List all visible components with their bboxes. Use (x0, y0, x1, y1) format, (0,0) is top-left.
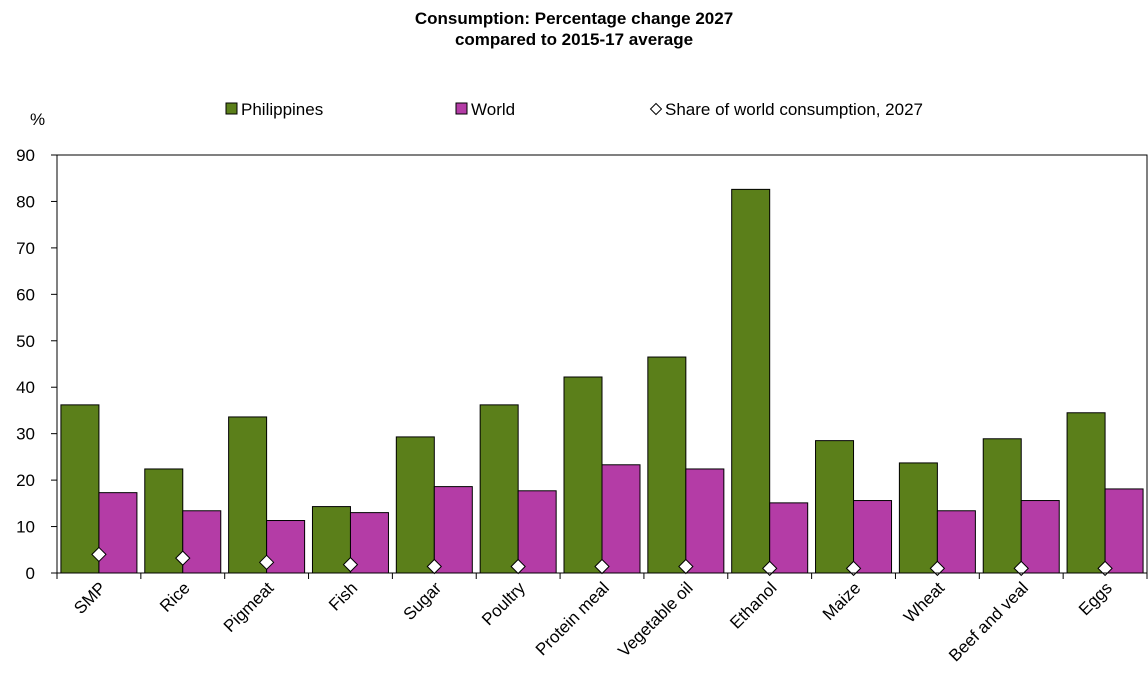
bar-world-wheat (936, 510, 976, 574)
y-tick-label: 70 (16, 239, 35, 258)
bar-world-eggs (1104, 488, 1144, 574)
bar-world-poultry (517, 490, 557, 574)
plot-frame (56, 154, 1148, 574)
markers (91, 546, 1113, 577)
category-label-eggs: Eggs (1075, 578, 1116, 619)
category-label-poultry: Poultry (478, 578, 529, 629)
category-label-maize: Maize (819, 578, 865, 624)
marker-share-beef-and-veal (1013, 560, 1029, 577)
bar-world-sugar (433, 486, 473, 574)
bar-world-pigmeat (266, 520, 306, 574)
marker-share-pigmeat (258, 554, 275, 571)
category-label-smp: SMP (70, 578, 109, 617)
category-label-pigmeat: Pigmeat (220, 578, 278, 636)
bar-philippines-ethanol (731, 188, 771, 574)
bar-world-smp (98, 492, 138, 574)
x-axis: SMP Rice Pigmeat Fish Sugar Poultry Protein me… (56, 573, 1148, 665)
bars (60, 188, 1144, 574)
y-axis: 0 10 20 30 40 50 60 70 80 90 (16, 146, 57, 583)
y-tick-label: 20 (16, 471, 35, 490)
marker-share-rice (175, 550, 191, 566)
bar-philippines-pigmeat (228, 416, 268, 574)
bar-philippines-maize (815, 440, 855, 574)
marker-share-eggs (1097, 560, 1113, 577)
y-tick-label: 90 (16, 146, 35, 165)
category-label-sugar: Sugar (400, 578, 446, 624)
marker-share-wheat (929, 560, 946, 577)
category-label-wheat: Wheat (900, 578, 948, 626)
y-tick-label: 80 (16, 192, 35, 211)
bar-philippines-poultry (479, 404, 519, 574)
legend-label-share-of-world-consumption-2027: Share of world consumption, 2027 (665, 100, 923, 119)
bar-philippines-sugar (395, 436, 435, 574)
marker-share-fish (342, 556, 359, 573)
y-tick-label: 60 (16, 285, 35, 304)
category-label-rice: Rice (156, 578, 193, 615)
category-label-protein-meal: Protein meal (532, 578, 613, 659)
bar-world-beef-and-veal (1020, 500, 1060, 574)
bar-world-protein-meal (601, 464, 641, 574)
bar-philippines-beef-and-veal (982, 438, 1022, 574)
y-tick-label: 30 (16, 425, 35, 444)
legend: Philippines World Share of world consumpti… (225, 100, 923, 119)
category-label-beef-and-veal: Beef and veal (945, 578, 1032, 665)
legend-swatch-philippines (225, 102, 238, 115)
legend-label-world: World (471, 100, 515, 119)
legend-swatch-world (455, 102, 468, 115)
bar-philippines-protein-meal (563, 376, 603, 574)
bar-world-ethanol (769, 502, 809, 574)
category-label-ethanol: Ethanol (726, 578, 780, 632)
marker-share-ethanol (761, 560, 778, 577)
bar-philippines-eggs (1066, 412, 1106, 574)
y-tick-label: 0 (26, 564, 35, 583)
bar-philippines-vegetable-oil (647, 356, 687, 574)
bar-philippines-smp (60, 404, 100, 574)
bar-world-vegetable-oil (685, 468, 725, 574)
marker-share-maize (845, 560, 862, 577)
legend-label-philippines: Philippines (241, 100, 323, 119)
bar-philippines-wheat (898, 462, 938, 574)
bar-world-maize (853, 500, 893, 574)
marker-share-smp (91, 546, 107, 563)
chart-title-block: Consumption: Percentage change 2027 comp… (0, 8, 1148, 50)
y-axis-unit-label: % (30, 110, 45, 129)
chart-subtitle: compared to 2015-17 average (454, 30, 694, 49)
legend-swatch-diamond (649, 102, 663, 116)
chart-title: Consumption: Percentage change 2027 (414, 9, 734, 28)
y-tick-label: 40 (16, 378, 35, 397)
bar-world-rice (182, 510, 222, 574)
y-tick-label: 10 (16, 518, 35, 537)
category-label-vegetable-oil: Vegetable oil (614, 578, 696, 660)
category-label-fish: Fish (325, 578, 361, 614)
y-tick-label: 50 (16, 332, 35, 351)
